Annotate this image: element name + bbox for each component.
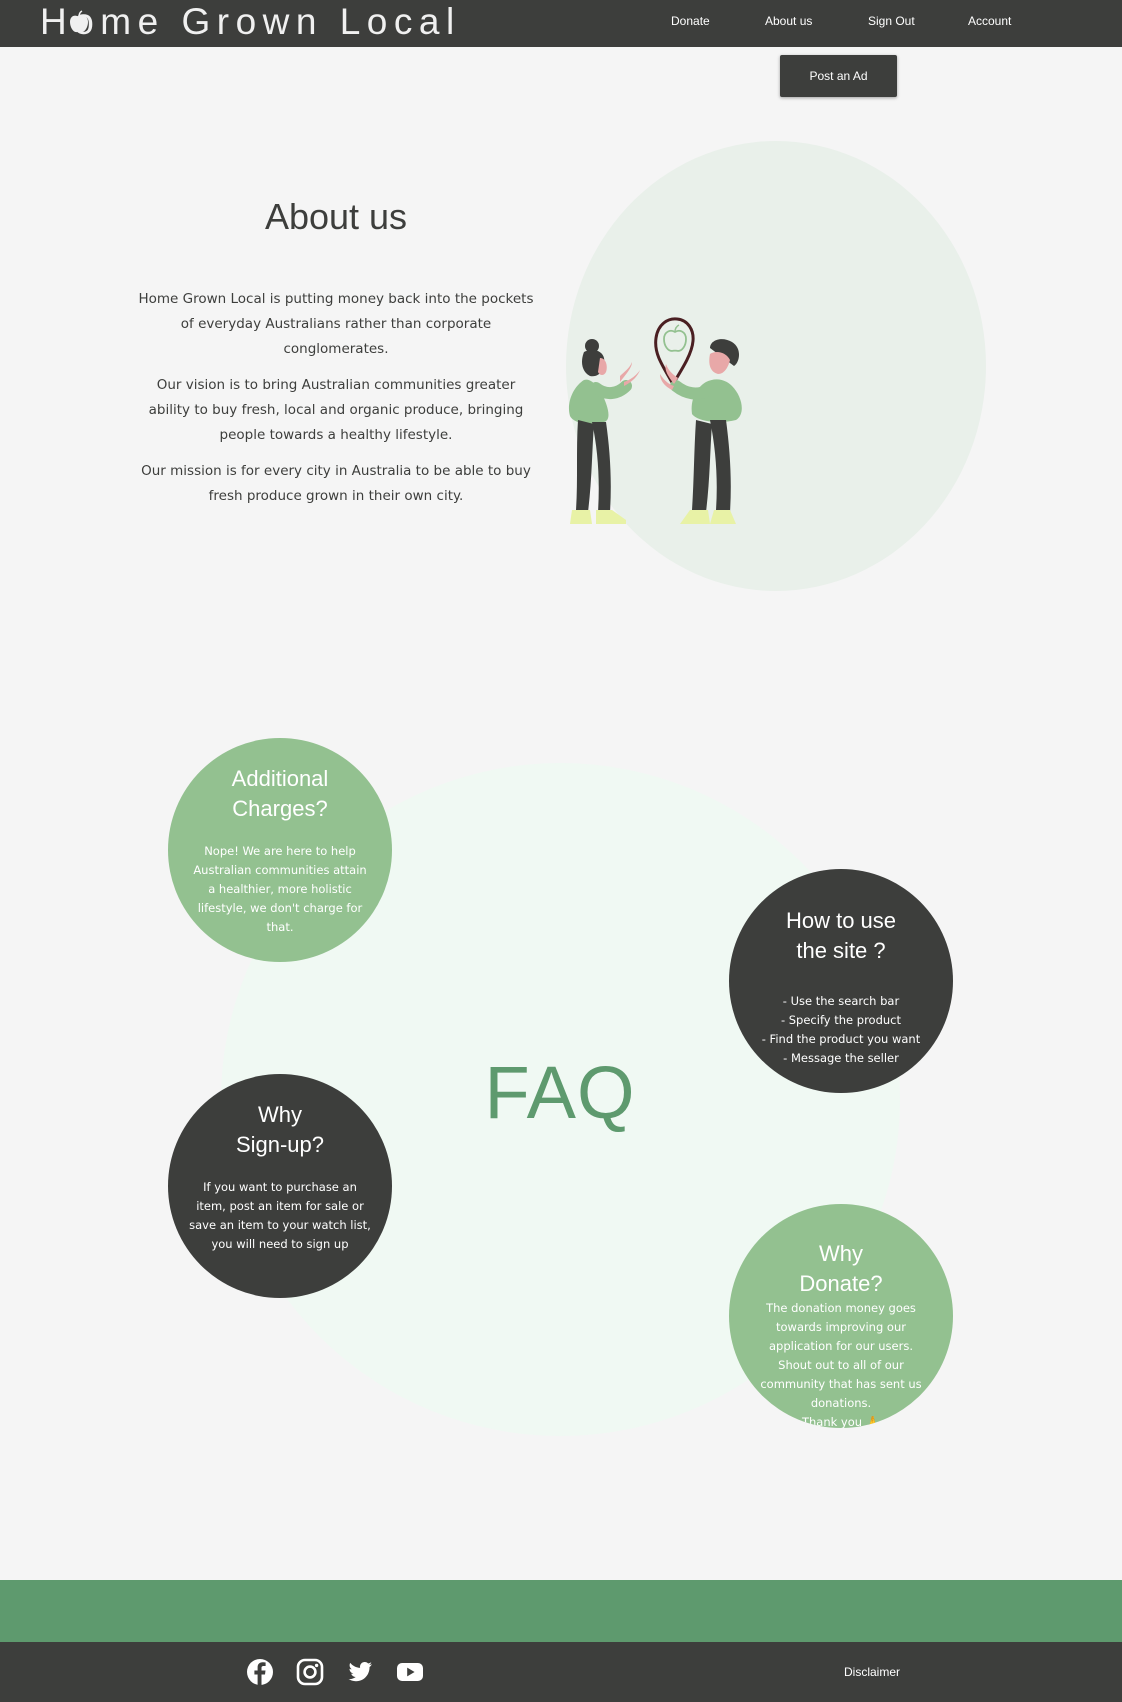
man-figure <box>660 339 742 524</box>
faq-card-why-sign-up: Why Sign-up? If you want to purchase an … <box>168 1074 392 1298</box>
about-paragraph-vision: Our vision is to bring Australian commun… <box>148 377 524 443</box>
faq-title: FAQ <box>484 1051 636 1134</box>
footer-green-band <box>0 1580 1122 1642</box>
faq-answer: Nope! We are here to help Australian com… <box>193 844 367 934</box>
facebook-icon[interactable] <box>246 1658 274 1686</box>
faq-card-why-donate: Why Donate? The donation money goes towa… <box>729 1204 953 1428</box>
location-pin-icon <box>654 317 695 387</box>
people-location-illustration <box>568 317 742 524</box>
footer <box>0 1642 1122 1702</box>
apple-logo-icon <box>70 10 88 33</box>
youtube-icon[interactable] <box>396 1658 424 1686</box>
faq-answer: If you want to purchase an item, post an… <box>189 1180 371 1251</box>
faq-answer: - Use the search bar - Specify the produ… <box>761 994 921 1065</box>
nav-sign-out[interactable]: Sign Out <box>868 14 915 28</box>
faq-question: Additional Charges? <box>231 766 329 821</box>
faq-question: Why Sign-up? <box>235 1102 325 1157</box>
instagram-icon[interactable] <box>296 1658 324 1686</box>
faq-card-how-to-use: How to use the site ? - Use the search b… <box>729 869 953 1093</box>
about-title: About us <box>264 196 408 237</box>
nav-account[interactable]: Account <box>968 14 1012 28</box>
hero-background-circle <box>566 141 986 591</box>
post-an-ad-button[interactable]: Post an Ad <box>780 55 897 97</box>
faq-question: Why Donate? <box>799 1241 883 1296</box>
twitter-icon[interactable] <box>346 1658 374 1686</box>
disclaimer-link[interactable]: Disclaimer <box>844 1665 901 1679</box>
top-navbar: Home Grown Local Donate About us Sign Ou… <box>0 0 1122 47</box>
nav-about-us[interactable]: About us <box>765 14 813 28</box>
about-paragraph-intro: Home Grown Local is putting money back i… <box>138 291 534 357</box>
site-logo-text[interactable]: Home Grown Local <box>40 1 461 42</box>
nav-donate[interactable]: Donate <box>671 14 710 28</box>
faq-answer: The donation money goes towards improvin… <box>760 1301 922 1428</box>
faq-card-additional-charges: Additional Charges? Nope! We are here to… <box>168 738 392 962</box>
woman-figure <box>568 339 640 524</box>
faq-question: How to use the site ? <box>785 908 897 963</box>
about-paragraph-mission: Our mission is for every city in Austral… <box>141 463 531 504</box>
